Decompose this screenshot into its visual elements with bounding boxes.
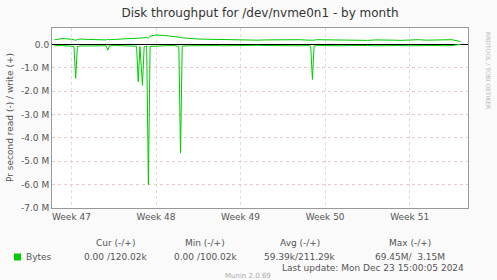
svg-text:Week 50: Week 50 — [306, 212, 345, 222]
svg-text:Disk throughput for /dev/nvme0: Disk throughput for /dev/nvme0n1 - by mo… — [121, 6, 398, 20]
svg-text:-3.0 M: -3.0 M — [21, 110, 49, 120]
svg-text:Week 51: Week 51 — [390, 212, 429, 222]
svg-text:59.39k/211.29k: 59.39k/211.29k — [264, 252, 336, 262]
svg-text:RRDTOOL / TOBI OETIKER: RRDTOOL / TOBI OETIKER — [485, 32, 492, 109]
svg-text:Week 49: Week 49 — [221, 212, 260, 222]
svg-text:69.45M/ 3.15M: 69.45M/ 3.15M — [375, 252, 445, 262]
svg-text:-4.0 M: -4.0 M — [21, 133, 49, 143]
svg-text:Avg (-/+): Avg (-/+) — [280, 238, 320, 248]
svg-text:Cur (-/+): Cur (-/+) — [96, 238, 135, 248]
svg-text:Max (-/+): Max (-/+) — [389, 238, 431, 248]
svg-text:0.0: 0.0 — [35, 40, 50, 50]
svg-text:-7.0 M: -7.0 M — [21, 203, 49, 213]
svg-text:Week 47: Week 47 — [52, 212, 91, 222]
svg-text:Bytes: Bytes — [26, 252, 52, 262]
svg-text:Munin 2.0.69: Munin 2.0.69 — [225, 272, 271, 280]
svg-text:-5.0 M: -5.0 M — [21, 156, 49, 166]
svg-text:-1.0 M: -1.0 M — [21, 63, 49, 73]
svg-text:Pr second read (-) / write (+): Pr second read (-) / write (+) — [5, 53, 15, 182]
svg-text:0.00 /120.02k: 0.00 /120.02k — [84, 252, 147, 262]
svg-text:-6.0 M: -6.0 M — [21, 180, 49, 190]
svg-text:Min (-/+): Min (-/+) — [185, 238, 225, 248]
svg-text:Last update: Mon Dec 23 15:00:: Last update: Mon Dec 23 15:00:05 2024 — [282, 263, 464, 273]
svg-text:Week 48: Week 48 — [137, 212, 176, 222]
svg-text:0.00 /100.02k: 0.00 /100.02k — [174, 252, 237, 262]
svg-text:-2.0 M: -2.0 M — [21, 86, 49, 96]
